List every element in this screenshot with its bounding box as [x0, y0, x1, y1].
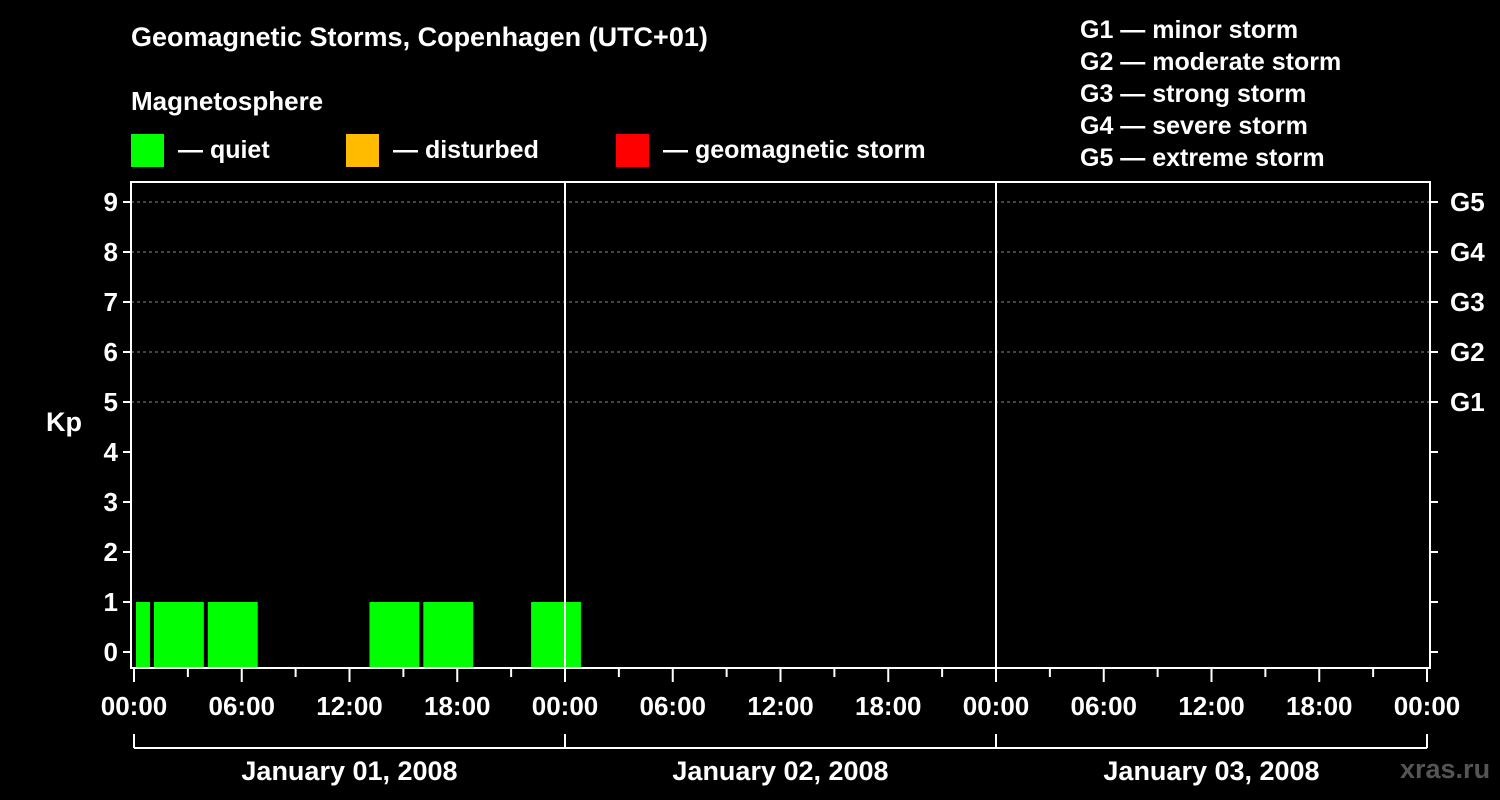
- chart-title: Geomagnetic Storms, Copenhagen (UTC+01): [131, 22, 708, 52]
- scale-g1: G1 — minor storm: [1080, 16, 1299, 44]
- scale-g4: G4 — severe storm: [1080, 112, 1308, 140]
- legend-heading: Magnetosphere: [131, 86, 324, 116]
- x-tick-label-1: 06:00: [209, 691, 276, 721]
- g-level-label-g3: G3: [1450, 287, 1485, 317]
- kp-bar-3: [369, 602, 420, 668]
- x-tick-label-2: 12:00: [316, 691, 383, 721]
- quiet-swatch: [131, 133, 164, 167]
- y-tick-label-2: 2: [104, 537, 118, 567]
- storm-swatch: [616, 133, 649, 167]
- y-tick-label-3: 3: [104, 487, 118, 517]
- x-tick-label-10: 12:00: [1178, 691, 1245, 721]
- kp-bar-5: [531, 602, 581, 668]
- x-tick-label-12: 00:00: [1394, 691, 1461, 721]
- plot-frame: [130, 181, 1431, 669]
- legend-item-quiet: — quiet: [131, 133, 270, 167]
- g-level-label-g5: G5: [1450, 187, 1485, 217]
- disturbed-swatch: [346, 133, 379, 167]
- y-tick-label-7: 7: [104, 287, 118, 317]
- kp-bar-2: [207, 602, 258, 668]
- y-tick-label-6: 6: [104, 337, 118, 367]
- y-axis-label: Kp: [46, 407, 82, 437]
- watermark: xras.ru: [1400, 754, 1491, 784]
- x-tick-label-9: 06:00: [1071, 691, 1138, 721]
- legend-label-disturbed: — disturbed: [393, 135, 539, 164]
- x-tick-label-3: 18:00: [424, 691, 491, 721]
- x-tick-label-6: 12:00: [747, 691, 814, 721]
- day-label-2: January 03, 2008: [1103, 756, 1319, 786]
- x-tick-label-11: 18:00: [1286, 691, 1353, 721]
- scale-g2: G2 — moderate storm: [1080, 48, 1342, 76]
- kp-bar-4: [423, 602, 474, 668]
- g-level-label-g2: G2: [1450, 337, 1485, 367]
- kp-bar-1: [153, 602, 204, 668]
- legend-item-storm: — geomagnetic storm: [616, 133, 926, 167]
- scale-g5: G5 — extreme storm: [1080, 144, 1325, 172]
- g-level-label-g1: G1: [1450, 387, 1485, 417]
- y-tick-label-9: 9: [104, 187, 118, 217]
- x-tick-label-4: 00:00: [532, 691, 599, 721]
- x-tick-label-0: 00:00: [101, 691, 168, 721]
- day-label-0: January 01, 2008: [241, 756, 457, 786]
- legend-label-quiet: — quiet: [178, 135, 270, 164]
- storm-scale-legend: G1 — minor storm G2 — moderate storm G3 …: [1080, 14, 1341, 174]
- y-tick-label-8: 8: [104, 237, 118, 267]
- scale-g3: G3 — strong storm: [1080, 80, 1307, 108]
- y-tick-label-5: 5: [104, 387, 118, 417]
- legend-label-storm: — geomagnetic storm: [663, 135, 926, 164]
- y-tick-label-4: 4: [104, 437, 119, 467]
- y-tick-label-1: 1: [104, 587, 118, 617]
- day-label-1: January 02, 2008: [672, 756, 888, 786]
- x-tick-label-8: 00:00: [963, 691, 1030, 721]
- x-tick-label-7: 18:00: [855, 691, 922, 721]
- kp-bar-0: [136, 602, 150, 668]
- legend-item-disturbed: — disturbed: [346, 133, 539, 167]
- y-tick-label-0: 0: [104, 637, 118, 667]
- x-tick-label-5: 06:00: [640, 691, 707, 721]
- g-level-label-g4: G4: [1450, 237, 1485, 267]
